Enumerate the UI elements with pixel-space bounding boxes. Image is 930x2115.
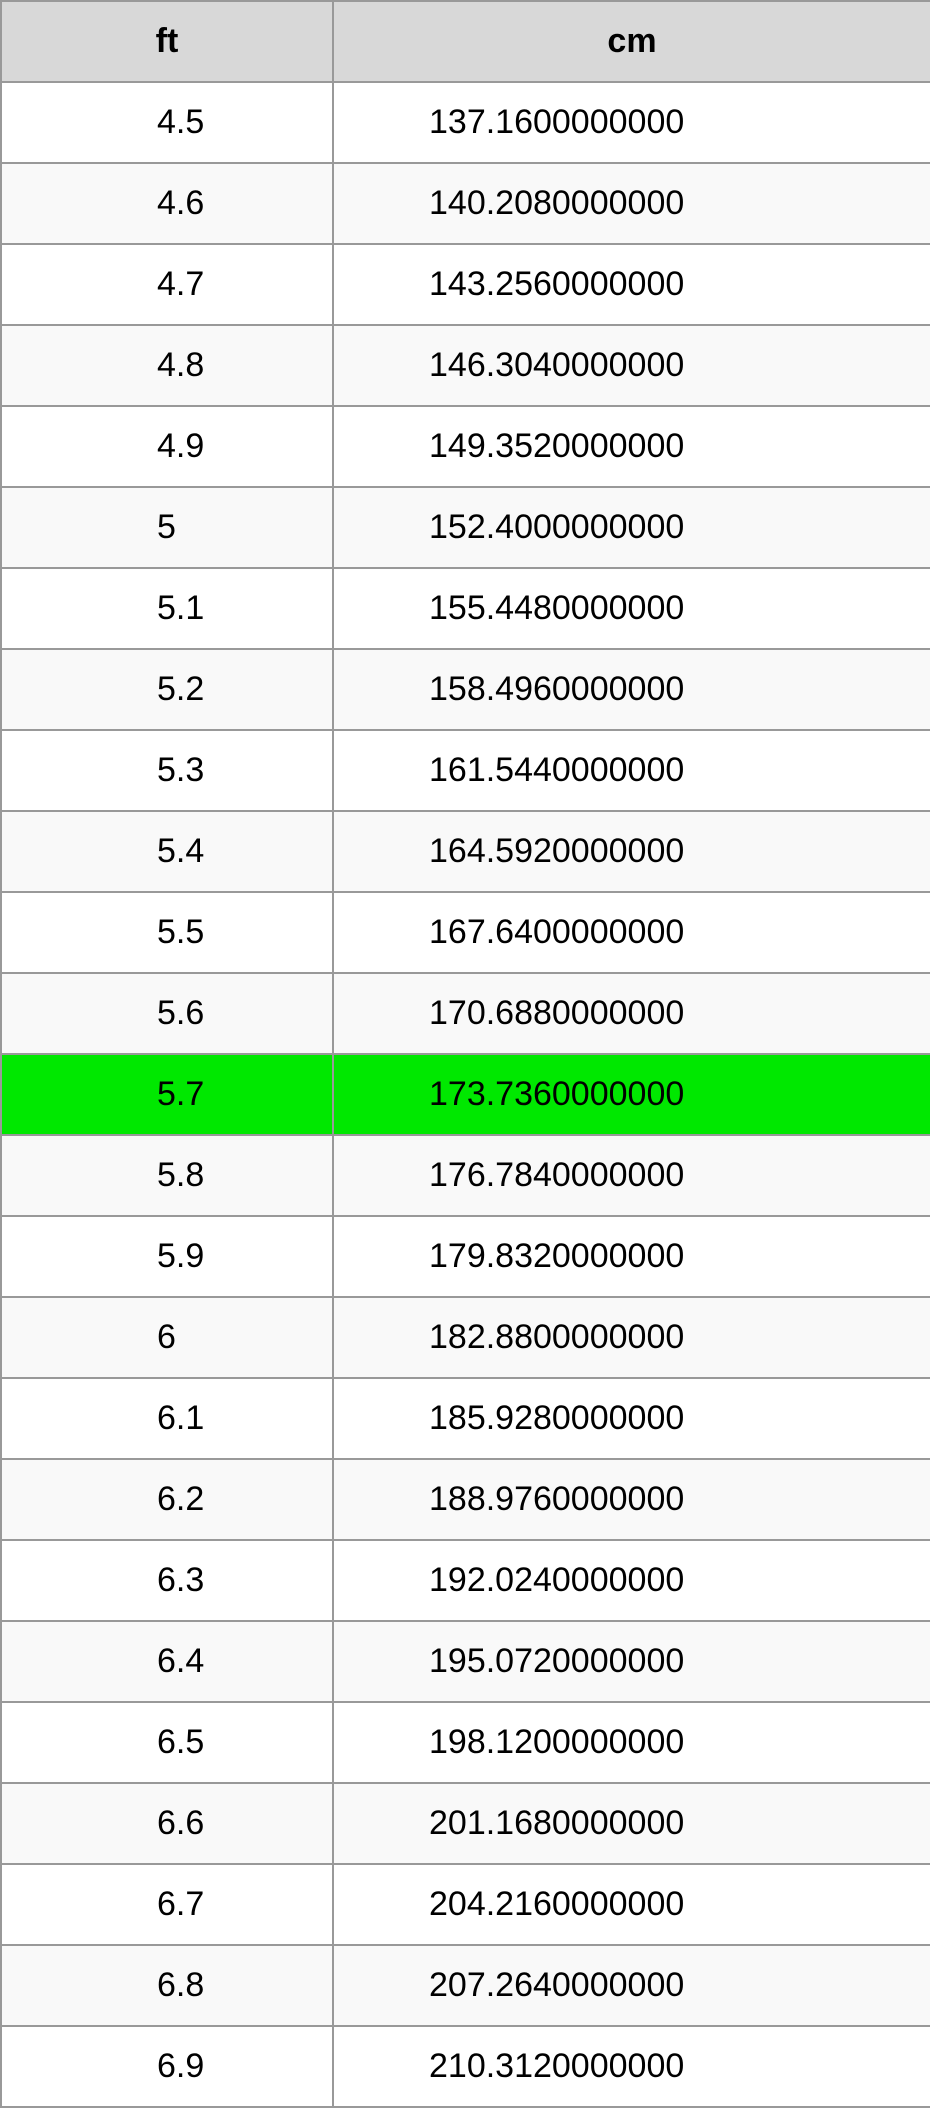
cell-cm: 204.2160000000 xyxy=(333,1864,930,1945)
cell-ft: 5.4 xyxy=(1,811,333,892)
cell-cm: 176.7840000000 xyxy=(333,1135,930,1216)
cell-cm: 192.0240000000 xyxy=(333,1540,930,1621)
cell-ft: 5.8 xyxy=(1,1135,333,1216)
cell-ft: 6.3 xyxy=(1,1540,333,1621)
table-row: 5.8176.7840000000 xyxy=(1,1135,930,1216)
cell-cm: 210.3120000000 xyxy=(333,2026,930,2107)
cell-cm: 137.1600000000 xyxy=(333,82,930,163)
table-row: 6.8207.2640000000 xyxy=(1,1945,930,2026)
cell-cm: 179.8320000000 xyxy=(333,1216,930,1297)
cell-ft: 6.2 xyxy=(1,1459,333,1540)
cell-cm: 146.3040000000 xyxy=(333,325,930,406)
cell-ft: 6.8 xyxy=(1,1945,333,2026)
cell-ft: 6 xyxy=(1,1297,333,1378)
cell-cm: 164.5920000000 xyxy=(333,811,930,892)
cell-ft: 4.6 xyxy=(1,163,333,244)
cell-ft: 5.5 xyxy=(1,892,333,973)
table-row: 6.2188.9760000000 xyxy=(1,1459,930,1540)
table-row: 4.5137.1600000000 xyxy=(1,82,930,163)
cell-ft: 5.9 xyxy=(1,1216,333,1297)
cell-ft: 6.9 xyxy=(1,2026,333,2107)
table-row: 4.7143.2560000000 xyxy=(1,244,930,325)
table-row: 6.7204.2160000000 xyxy=(1,1864,930,1945)
cell-cm: 155.4480000000 xyxy=(333,568,930,649)
cell-cm: 182.8800000000 xyxy=(333,1297,930,1378)
table-row: 6.3192.0240000000 xyxy=(1,1540,930,1621)
table-row: 6.9210.3120000000 xyxy=(1,2026,930,2107)
table-row: 5.9179.8320000000 xyxy=(1,1216,930,1297)
cell-ft: 4.7 xyxy=(1,244,333,325)
table-body: 4.5137.16000000004.6140.20800000004.7143… xyxy=(1,82,930,2107)
cell-cm: 185.9280000000 xyxy=(333,1378,930,1459)
cell-ft: 4.8 xyxy=(1,325,333,406)
cell-cm: 149.3520000000 xyxy=(333,406,930,487)
cell-cm: 201.1680000000 xyxy=(333,1783,930,1864)
column-header-cm: cm xyxy=(333,1,930,82)
table-row-highlighted: 5.7173.7360000000 xyxy=(1,1054,930,1135)
table-row: 5.4164.5920000000 xyxy=(1,811,930,892)
cell-ft: 4.9 xyxy=(1,406,333,487)
column-header-ft: ft xyxy=(1,1,333,82)
cell-cm: 207.2640000000 xyxy=(333,1945,930,2026)
table-row: 5.2158.4960000000 xyxy=(1,649,930,730)
cell-ft: 5.1 xyxy=(1,568,333,649)
table-row: 6.4195.0720000000 xyxy=(1,1621,930,1702)
cell-cm: 152.4000000000 xyxy=(333,487,930,568)
table-row: 5.6170.6880000000 xyxy=(1,973,930,1054)
cell-cm: 173.7360000000 xyxy=(333,1054,930,1135)
cell-cm: 195.0720000000 xyxy=(333,1621,930,1702)
table-row: 5152.4000000000 xyxy=(1,487,930,568)
cell-cm: 140.2080000000 xyxy=(333,163,930,244)
cell-ft: 5.7 xyxy=(1,1054,333,1135)
table-row: 6182.8800000000 xyxy=(1,1297,930,1378)
conversion-table: ft cm 4.5137.16000000004.6140.2080000000… xyxy=(0,0,930,2108)
cell-ft: 6.1 xyxy=(1,1378,333,1459)
cell-cm: 198.1200000000 xyxy=(333,1702,930,1783)
cell-ft: 5.3 xyxy=(1,730,333,811)
table-row: 6.5198.1200000000 xyxy=(1,1702,930,1783)
cell-cm: 158.4960000000 xyxy=(333,649,930,730)
cell-ft: 5.6 xyxy=(1,973,333,1054)
cell-ft: 5 xyxy=(1,487,333,568)
table-row: 4.9149.3520000000 xyxy=(1,406,930,487)
table-row: 6.6201.1680000000 xyxy=(1,1783,930,1864)
cell-cm: 167.6400000000 xyxy=(333,892,930,973)
table-row: 4.6140.2080000000 xyxy=(1,163,930,244)
cell-cm: 143.2560000000 xyxy=(333,244,930,325)
table-row: 5.3161.5440000000 xyxy=(1,730,930,811)
cell-ft: 5.2 xyxy=(1,649,333,730)
cell-ft: 6.5 xyxy=(1,1702,333,1783)
table-row: 5.5167.6400000000 xyxy=(1,892,930,973)
table-header-row: ft cm xyxy=(1,1,930,82)
cell-cm: 170.6880000000 xyxy=(333,973,930,1054)
cell-cm: 188.9760000000 xyxy=(333,1459,930,1540)
cell-ft: 6.7 xyxy=(1,1864,333,1945)
cell-ft: 6.4 xyxy=(1,1621,333,1702)
table-row: 4.8146.3040000000 xyxy=(1,325,930,406)
table-row: 6.1185.9280000000 xyxy=(1,1378,930,1459)
table-row: 5.1155.4480000000 xyxy=(1,568,930,649)
cell-ft: 6.6 xyxy=(1,1783,333,1864)
cell-cm: 161.5440000000 xyxy=(333,730,930,811)
cell-ft: 4.5 xyxy=(1,82,333,163)
